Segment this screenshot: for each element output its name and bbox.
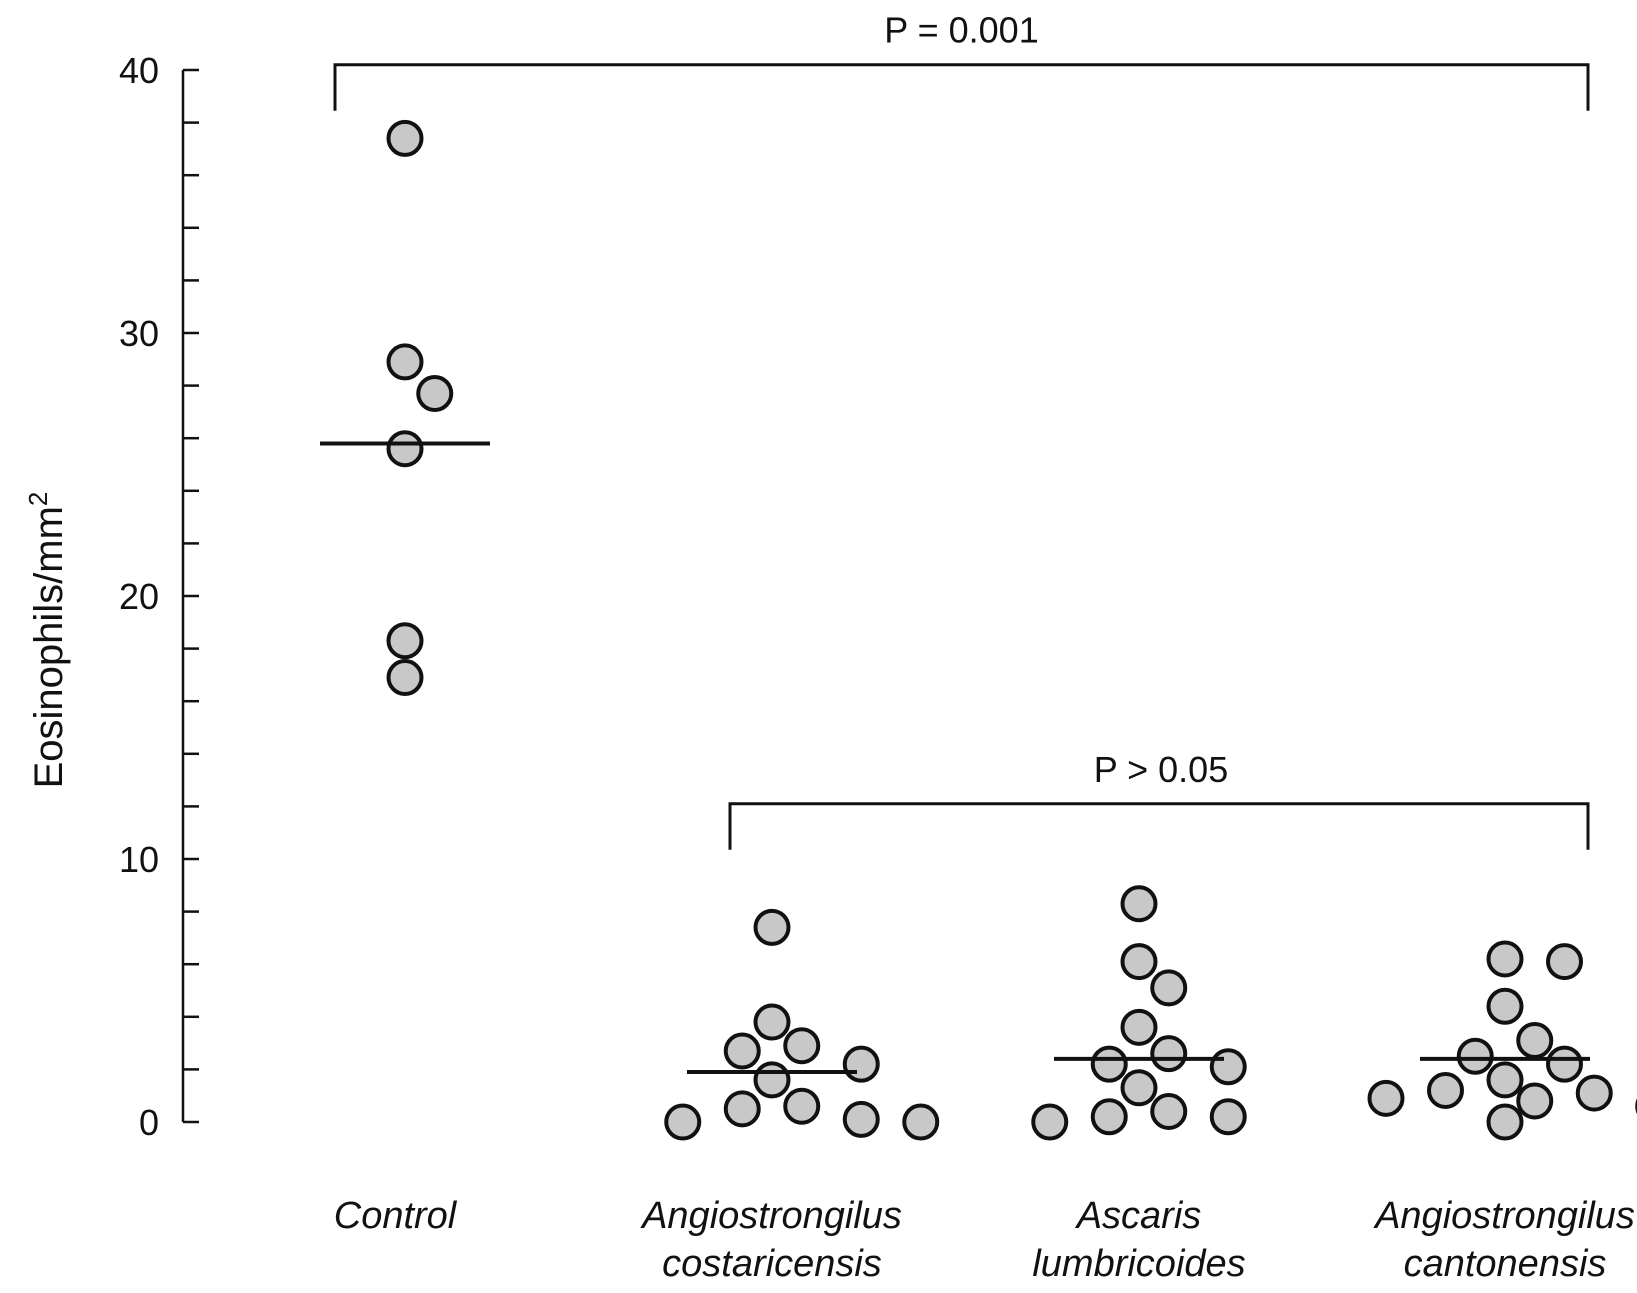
data-point (1150, 1092, 1188, 1130)
data-point (1150, 1035, 1188, 1073)
data-point (1516, 1082, 1554, 1120)
category-label: Angiostrongilus costaricensis (640, 1195, 902, 1285)
data-point (1120, 885, 1158, 923)
data-point (1456, 1037, 1494, 1075)
data-point (753, 1061, 791, 1099)
data-point (1546, 943, 1583, 981)
data-point (902, 1103, 940, 1141)
data-point (783, 1087, 821, 1125)
category-label-line: lumbricoides (1032, 1243, 1245, 1285)
category-label: Ascaris lumbricoides (1032, 1195, 1245, 1285)
category-label: Angiostrongilus cantonensis (1373, 1195, 1635, 1285)
data-point (1031, 1103, 1069, 1141)
category-label-line: costaricensis (662, 1243, 882, 1285)
p-value-label: P > 0.05 (1094, 749, 1228, 790)
y-tick-label: 40 (119, 50, 159, 91)
category-labels: Control Angiostrongilus costaricensis Ascar… (334, 1195, 1635, 1285)
data-point (1427, 1071, 1464, 1109)
data-point (386, 430, 424, 468)
data-point (386, 119, 424, 157)
significance-bracket (728, 802, 1590, 850)
data-point (1209, 1098, 1247, 1136)
data-point (1090, 1045, 1128, 1083)
significance-brackets: P = 0.001 P > 0.05 (333, 10, 1590, 850)
data-point (1090, 1098, 1128, 1136)
data-point (1209, 1048, 1247, 1086)
y-tick-label: 10 (119, 839, 159, 880)
data-point (416, 374, 454, 412)
y-tick-label: 30 (119, 313, 159, 354)
data-point (842, 1045, 880, 1083)
data-point (1546, 1045, 1583, 1083)
data-point (753, 908, 791, 946)
data-point (723, 1090, 761, 1128)
y-axis: 0 10 20 30 40 (119, 50, 199, 1143)
data-point (842, 1100, 880, 1138)
data-point (1486, 1061, 1524, 1099)
category-label-line: Angiostrongilus (1373, 1195, 1635, 1237)
p-value-label: P = 0.001 (884, 10, 1038, 51)
category-group (1031, 885, 1247, 1141)
data-point (386, 659, 424, 697)
data-point (386, 622, 424, 660)
category-label-line: Control (334, 1195, 458, 1237)
y-tick-label: 20 (119, 576, 159, 617)
data-point (723, 1032, 761, 1070)
data-point (1486, 1103, 1524, 1141)
category-group (1367, 940, 1637, 1141)
data-point (1120, 1069, 1158, 1107)
category-group (320, 119, 490, 697)
y-tick-label: 0 (139, 1102, 159, 1143)
y-axis-label: Eosinophils/mm2 (23, 492, 71, 789)
category-group (664, 908, 940, 1141)
category-label-line: Angiostrongilus (640, 1195, 902, 1237)
data-points (320, 119, 1637, 1141)
y-axis-label-text: Eosinophils/mm (27, 506, 71, 788)
data-point (1486, 987, 1524, 1025)
data-point (1575, 1074, 1613, 1112)
data-point (1367, 1079, 1405, 1117)
y-axis-label-group: Eosinophils/mm2 (23, 492, 71, 789)
data-point (1150, 969, 1188, 1007)
category-label: Control (334, 1195, 458, 1237)
category-label-line: cantonensis (1404, 1243, 1607, 1285)
data-point (753, 1003, 791, 1041)
data-point (664, 1103, 702, 1141)
data-point (1486, 940, 1524, 978)
data-point (1120, 1008, 1158, 1046)
data-point (386, 343, 424, 381)
y-axis-label-superscript: 2 (23, 492, 53, 506)
data-point (1516, 1021, 1554, 1059)
data-point (1120, 943, 1158, 981)
category-label-line: Ascaris (1075, 1195, 1202, 1237)
significance-bracket (333, 63, 1590, 111)
data-point (783, 1027, 821, 1065)
